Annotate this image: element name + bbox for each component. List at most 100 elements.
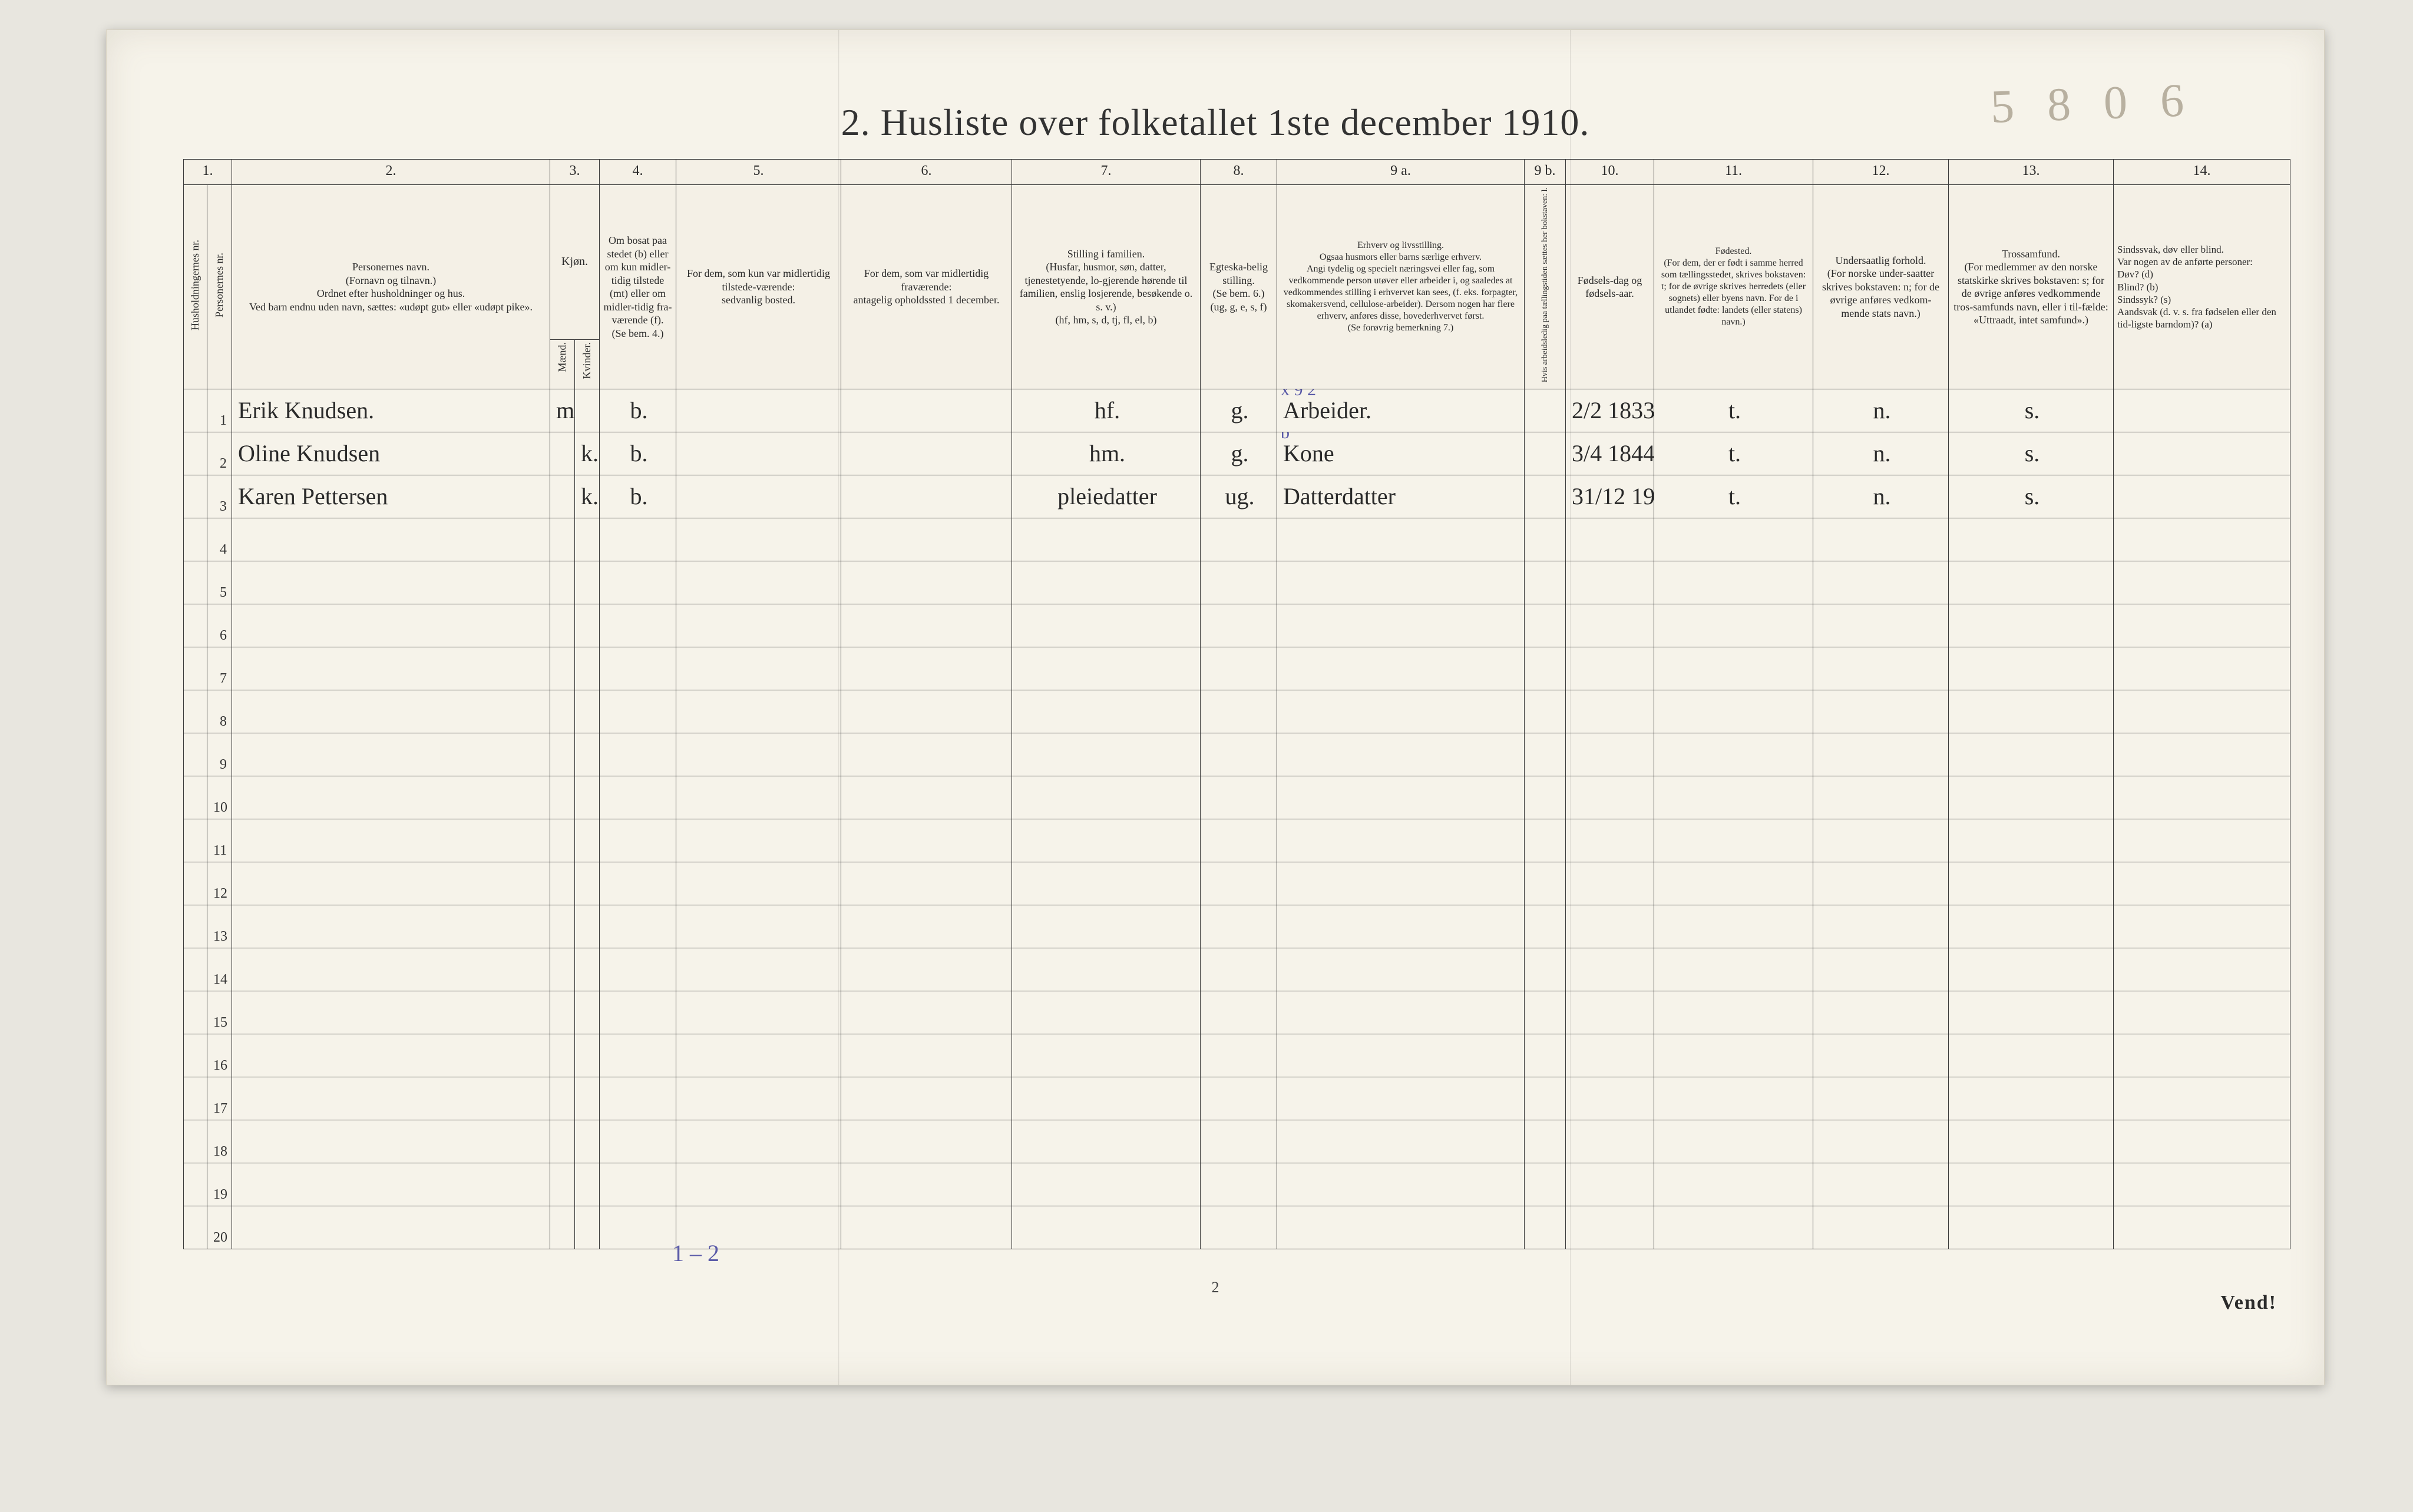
cell bbox=[2114, 776, 2290, 819]
cell: Arbeider.x 9 2 bbox=[1277, 389, 1525, 432]
cell bbox=[1201, 561, 1277, 604]
cell bbox=[1949, 1206, 2114, 1249]
hdr-birthdate: Fødsels-dag og fødsels-aar. bbox=[1566, 185, 1654, 389]
cell bbox=[1654, 1077, 1813, 1120]
cell bbox=[1813, 1206, 1949, 1249]
cell: 18 bbox=[207, 1120, 232, 1163]
cell bbox=[1654, 604, 1813, 647]
cell bbox=[1012, 604, 1201, 647]
cell bbox=[841, 561, 1012, 604]
cell bbox=[1525, 647, 1566, 690]
cell bbox=[1277, 647, 1525, 690]
cell bbox=[575, 862, 600, 905]
cell: 14 bbox=[207, 948, 232, 991]
table-row: 10 bbox=[184, 776, 2290, 819]
cell bbox=[1949, 862, 2114, 905]
cell bbox=[232, 1163, 550, 1206]
cell bbox=[1654, 1206, 1813, 1249]
cell bbox=[232, 905, 550, 948]
cell bbox=[550, 690, 575, 733]
cell bbox=[1566, 819, 1654, 862]
hdr-male: Mænd. bbox=[550, 339, 575, 389]
cell bbox=[1949, 948, 2114, 991]
cell bbox=[1277, 862, 1525, 905]
cell bbox=[1012, 862, 1201, 905]
cell bbox=[1813, 905, 1949, 948]
cell bbox=[1525, 776, 1566, 819]
cell bbox=[184, 991, 207, 1034]
cell: ug. bbox=[1201, 475, 1277, 518]
cell bbox=[550, 733, 575, 776]
cell bbox=[1566, 647, 1654, 690]
cell bbox=[184, 733, 207, 776]
cell bbox=[232, 561, 550, 604]
cell: 11 bbox=[207, 819, 232, 862]
table-row: 3Karen Pettersenk.b.pleiedatterug.Datter… bbox=[184, 475, 2290, 518]
cell bbox=[575, 733, 600, 776]
hdr-text: Hvis arbeidsledig paa tællingstiden sætt… bbox=[1540, 187, 1551, 382]
cell bbox=[1566, 1120, 1654, 1163]
cell bbox=[2114, 733, 2290, 776]
cell bbox=[550, 561, 575, 604]
cell: b. bbox=[600, 432, 676, 475]
cell bbox=[550, 1163, 575, 1206]
cell bbox=[232, 1077, 550, 1120]
table-row: 2Oline Knudsenk.b.hm.g.Koneb3/4 1844.t.n… bbox=[184, 432, 2290, 475]
cell bbox=[184, 862, 207, 905]
cell bbox=[1949, 561, 2114, 604]
colnum: 14. bbox=[2114, 160, 2290, 185]
cell bbox=[1012, 690, 1201, 733]
cell bbox=[841, 1120, 1012, 1163]
colnum: 8. bbox=[1201, 160, 1277, 185]
table-row: 4 bbox=[184, 518, 2290, 561]
cell: Datterdatter bbox=[1277, 475, 1525, 518]
cell bbox=[1012, 518, 1201, 561]
cell bbox=[575, 1034, 600, 1077]
cell bbox=[1949, 1163, 2114, 1206]
cell bbox=[1201, 862, 1277, 905]
cell bbox=[1525, 561, 1566, 604]
cell bbox=[841, 690, 1012, 733]
table-row: 13 bbox=[184, 905, 2290, 948]
cell bbox=[1813, 862, 1949, 905]
cell: n. bbox=[1813, 432, 1949, 475]
cell bbox=[1566, 905, 1654, 948]
hdr-religion: Trossamfund. (For medlemmer av den norsk… bbox=[1949, 185, 2114, 389]
cell bbox=[1525, 475, 1566, 518]
cell: 6 bbox=[207, 604, 232, 647]
cell bbox=[2114, 1077, 2290, 1120]
cell: Karen Pettersen bbox=[232, 475, 550, 518]
table-row: 1Erik Knudsen.mb.hf.g.Arbeider.x 9 22/2 … bbox=[184, 389, 2290, 432]
cell bbox=[676, 1163, 841, 1206]
cell bbox=[1654, 1163, 1813, 1206]
cell bbox=[1566, 1077, 1654, 1120]
cell bbox=[1012, 819, 1201, 862]
cell bbox=[600, 561, 676, 604]
cell bbox=[1566, 604, 1654, 647]
cell: 7 bbox=[207, 647, 232, 690]
table-row: 18 bbox=[184, 1120, 2290, 1163]
cell: hf. bbox=[1012, 389, 1201, 432]
cell bbox=[1201, 819, 1277, 862]
cell bbox=[1654, 819, 1813, 862]
cell bbox=[550, 819, 575, 862]
cell bbox=[600, 518, 676, 561]
cell bbox=[184, 1120, 207, 1163]
cell bbox=[676, 862, 841, 905]
cell bbox=[1012, 948, 1201, 991]
cell bbox=[550, 604, 575, 647]
table-row: 15 bbox=[184, 991, 2290, 1034]
cell bbox=[1201, 1163, 1277, 1206]
cell bbox=[184, 1163, 207, 1206]
cell bbox=[1813, 647, 1949, 690]
cell bbox=[550, 647, 575, 690]
cell bbox=[1525, 1120, 1566, 1163]
cell bbox=[575, 647, 600, 690]
cell bbox=[1566, 733, 1654, 776]
cell: 31/12 1906. bbox=[1566, 475, 1654, 518]
cell bbox=[1012, 1034, 1201, 1077]
hdr-text: Kvinder. bbox=[580, 342, 594, 379]
cell bbox=[1949, 1077, 2114, 1120]
hdr-occupation: Erhverv og livsstilling. Ogsaa husmors e… bbox=[1277, 185, 1525, 389]
cell bbox=[841, 991, 1012, 1034]
